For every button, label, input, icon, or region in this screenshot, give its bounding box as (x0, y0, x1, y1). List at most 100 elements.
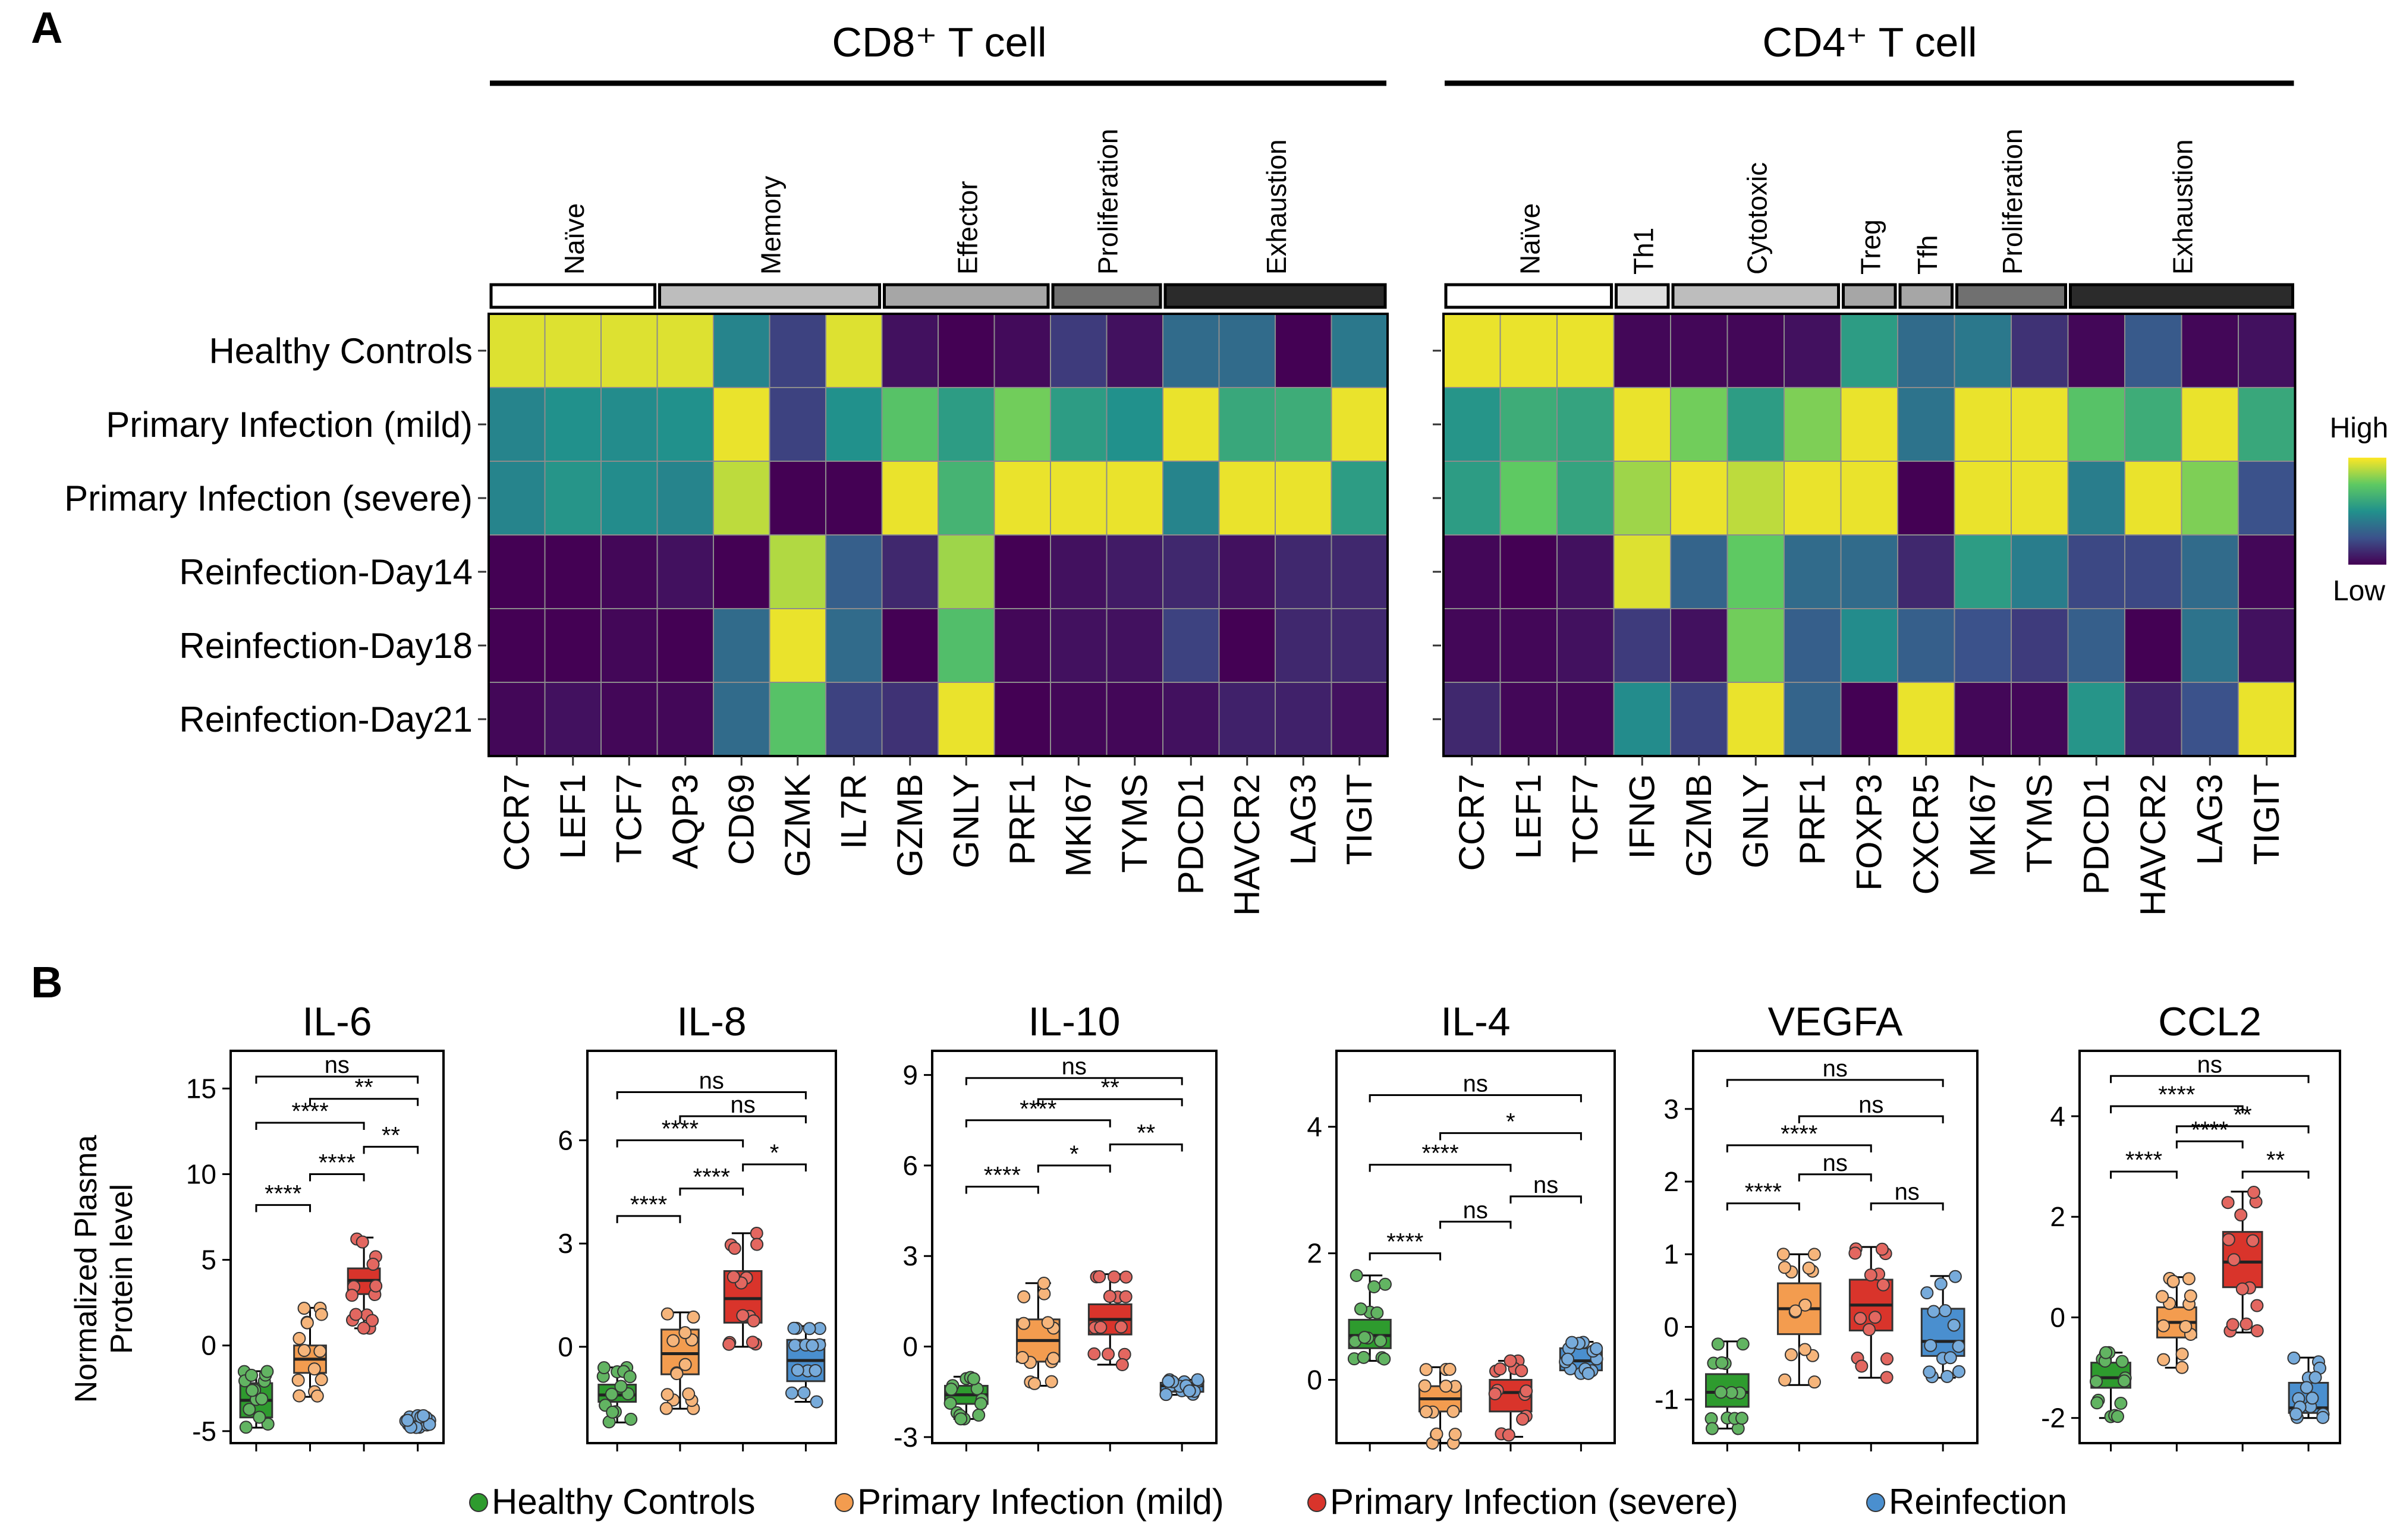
cd4-cell (1784, 461, 1842, 536)
cd4-cell (1784, 534, 1842, 609)
cd8-cell (544, 387, 602, 462)
cd4-cell (1784, 387, 1842, 462)
cd4-cell (1613, 534, 1671, 609)
heatmap-cd4: CD4⁺ T cell Naïve Th1 Cytotoxic Treg Tfh Proli… (1433, 19, 2297, 916)
data-point (1115, 1358, 1129, 1371)
cd4-cell (1670, 461, 1728, 536)
data-point (366, 1258, 380, 1271)
cd4-cell (1840, 387, 1898, 462)
data-point (2250, 1299, 2264, 1312)
cd8-cell (488, 313, 546, 388)
y-tick-label: -5 (192, 1416, 216, 1447)
sig-bracket (1439, 1220, 1512, 1229)
sig-label: ns (1895, 1179, 1920, 1205)
cd8-cell (1275, 313, 1332, 388)
cd4-cell (1443, 387, 1501, 462)
cd8-cell (1218, 682, 1276, 757)
cd4-cell (1613, 608, 1671, 683)
cd8-cell (1331, 608, 1388, 683)
data-point (623, 1370, 637, 1384)
cd4-cell (2067, 682, 2125, 757)
cd4-group-bar-3 (1842, 283, 1897, 309)
cd8-cell (544, 461, 602, 536)
cd4-cell (1784, 608, 1842, 683)
colorbar-high-label: High (2330, 412, 2389, 444)
y-tick-label: -3 (894, 1422, 918, 1453)
cd4-cell (1556, 461, 1615, 536)
data-point (1350, 1268, 1363, 1282)
cd8-cell (600, 387, 658, 462)
cd8-cell (1218, 461, 1276, 536)
boxplot-title: IL-6 (302, 999, 372, 1044)
cd4-gene-label: FOXP3 (1849, 774, 1889, 891)
data-point (1182, 1384, 1196, 1398)
cd8-gene-label: AQP3 (665, 774, 705, 869)
colorbar: High Low (2330, 412, 2389, 607)
data-point (1119, 1290, 1133, 1303)
cd4-cell (1840, 534, 1898, 609)
cd8-cell (769, 682, 826, 757)
cd4-gene-label: CCR7 (1452, 774, 1492, 871)
cd8-cell (713, 534, 770, 609)
y-tick-label: 6 (558, 1125, 573, 1156)
cd8-cell (488, 682, 546, 757)
cd8-cell (825, 682, 883, 757)
sig-bracket (1726, 1202, 1800, 1211)
sig-bracket (1369, 1094, 1582, 1103)
sig-label: **** (265, 1180, 301, 1207)
data-point (1807, 1248, 1821, 1261)
sig-bracket (965, 1185, 1039, 1194)
heatmap-row-label: Reinfection-Day21 (179, 700, 473, 739)
y-title-line-2: Protein level (105, 1184, 139, 1354)
data-point (614, 1380, 628, 1393)
cd8-gene-label: GNLY (946, 774, 986, 868)
cd4-cell (2011, 534, 2069, 609)
cd4-cell (1443, 682, 1501, 757)
sig-label: **** (1421, 1141, 1458, 1167)
y-tick-label: 6 (902, 1150, 918, 1181)
data-point (2090, 1396, 2104, 1410)
cd4-gene-label: LAG3 (2190, 774, 2229, 865)
cd8-cell (825, 534, 883, 609)
cd8-cell (544, 682, 602, 757)
cd4-cell (1897, 461, 1955, 536)
sig-label: **** (693, 1164, 730, 1191)
y-axis-title: Normalized Plasma Protein level (69, 1135, 139, 1403)
cd4-cell (1897, 313, 1955, 388)
cd4-group-bar-4 (1898, 283, 1954, 309)
cd8-cell (600, 534, 658, 609)
cd8-cell (769, 313, 826, 388)
cd4-cell (2067, 608, 2125, 683)
cd4-cell (1954, 313, 2012, 388)
data-point (1516, 1412, 1530, 1426)
cd4-cell (1726, 682, 1785, 757)
data-point (1191, 1373, 1204, 1387)
heatmap-row-labels: Healthy Controls Primary Infection (mild)… (64, 331, 473, 739)
data-point (2157, 1319, 2171, 1333)
data-point (726, 1270, 740, 1284)
cd8-cell (713, 461, 770, 536)
data-point (1848, 1246, 1862, 1260)
data-point (2089, 1375, 2103, 1388)
data-point (2300, 1381, 2313, 1394)
boxplot-title: CCL2 (2158, 999, 2262, 1044)
sig-bracket (2175, 1125, 2310, 1133)
cd8-gene-label: TIGIT (1339, 774, 1379, 865)
data-point (1938, 1304, 1952, 1318)
cd8-cell (1050, 461, 1108, 536)
cd4-group-bar-6 (2069, 283, 2294, 309)
cd4-cell (2011, 313, 2069, 388)
y-tick-label: 5 (201, 1245, 216, 1276)
sig-label: ns (1062, 1054, 1087, 1080)
data-point (1948, 1270, 1962, 1283)
data-point (1876, 1278, 1890, 1292)
data-point (2221, 1196, 2235, 1210)
data-point (736, 1309, 750, 1322)
data-point (1358, 1331, 1372, 1344)
data-point (1854, 1312, 1867, 1325)
data-point (349, 1308, 363, 1321)
cd8-cell (938, 313, 995, 388)
box-plots: IL-6-5051015****************nsIL-8036***… (186, 999, 2341, 1453)
data-point (1443, 1362, 1457, 1376)
data-point (797, 1386, 811, 1400)
